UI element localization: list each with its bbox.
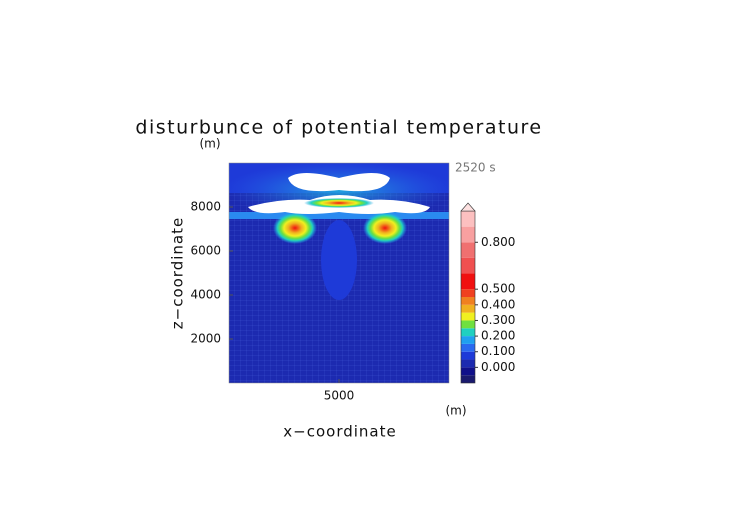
colorbar-segment: [461, 242, 475, 258]
y-tick-label: 8000: [190, 200, 221, 214]
y-tick-label: 2000: [190, 332, 221, 346]
colorbar-tick-label: 0.000: [481, 360, 515, 374]
colorbar-segment: [461, 343, 475, 352]
x-unit: (m): [445, 404, 466, 418]
y-axis-label: z−coordinate: [169, 217, 187, 329]
colorbar-tick-label: 0.400: [481, 297, 515, 311]
colorbar-segment: [461, 312, 475, 321]
contour-field: [229, 163, 449, 383]
colorbar-segment: [461, 336, 475, 344]
colorbar-tick-label: 0.800: [481, 235, 515, 249]
colorbar-segment: [461, 320, 475, 329]
colorbar-tick-label: 0.200: [481, 329, 515, 343]
colorbar-segment: [461, 211, 475, 227]
colorbar-segment: [461, 367, 475, 376]
colorbar-tick-label: 0.500: [481, 282, 515, 296]
x-tick-label: 5000: [324, 389, 355, 403]
colorbar-tick-label: 0.300: [481, 313, 515, 327]
chart-title: disturbunce of potential temperature: [135, 117, 542, 139]
colorbar-segment: [461, 297, 475, 305]
colorbar-segment: [461, 273, 475, 290]
colorbar-segment: [461, 289, 475, 297]
colorbar-segment: [461, 226, 475, 243]
time-label: 2520 s: [455, 161, 496, 175]
colorbar-segment: [461, 351, 475, 360]
y-tick-label: 6000: [190, 244, 221, 258]
y-tick-label: 4000: [190, 288, 221, 302]
y-unit: (m): [199, 137, 220, 151]
colorbar-segment: [461, 304, 475, 313]
colorbar-tick-label: 0.100: [481, 344, 515, 358]
colorbar-segment: [461, 375, 475, 383]
x-axis-label: x−coordinate: [283, 423, 396, 441]
colorbar-segment: [461, 328, 475, 337]
colorbar-segment: [461, 359, 475, 368]
colorbar-segment: [461, 257, 475, 274]
colorbar-extension: [460, 202, 476, 212]
